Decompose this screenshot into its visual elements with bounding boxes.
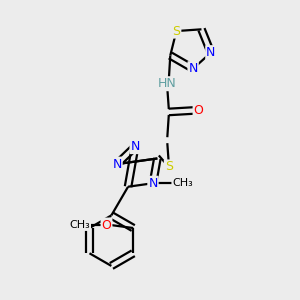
Text: CH₃: CH₃ <box>69 220 90 230</box>
Text: S: S <box>165 160 173 173</box>
Text: S: S <box>172 25 180 38</box>
Text: N: N <box>148 177 158 190</box>
Text: O: O <box>102 218 111 232</box>
Text: N: N <box>188 62 198 75</box>
Text: CH₃: CH₃ <box>172 178 193 188</box>
Text: O: O <box>194 104 203 117</box>
Text: N: N <box>206 46 216 59</box>
Text: N: N <box>112 158 122 171</box>
Text: N: N <box>130 140 140 153</box>
Text: HN: HN <box>158 77 177 90</box>
